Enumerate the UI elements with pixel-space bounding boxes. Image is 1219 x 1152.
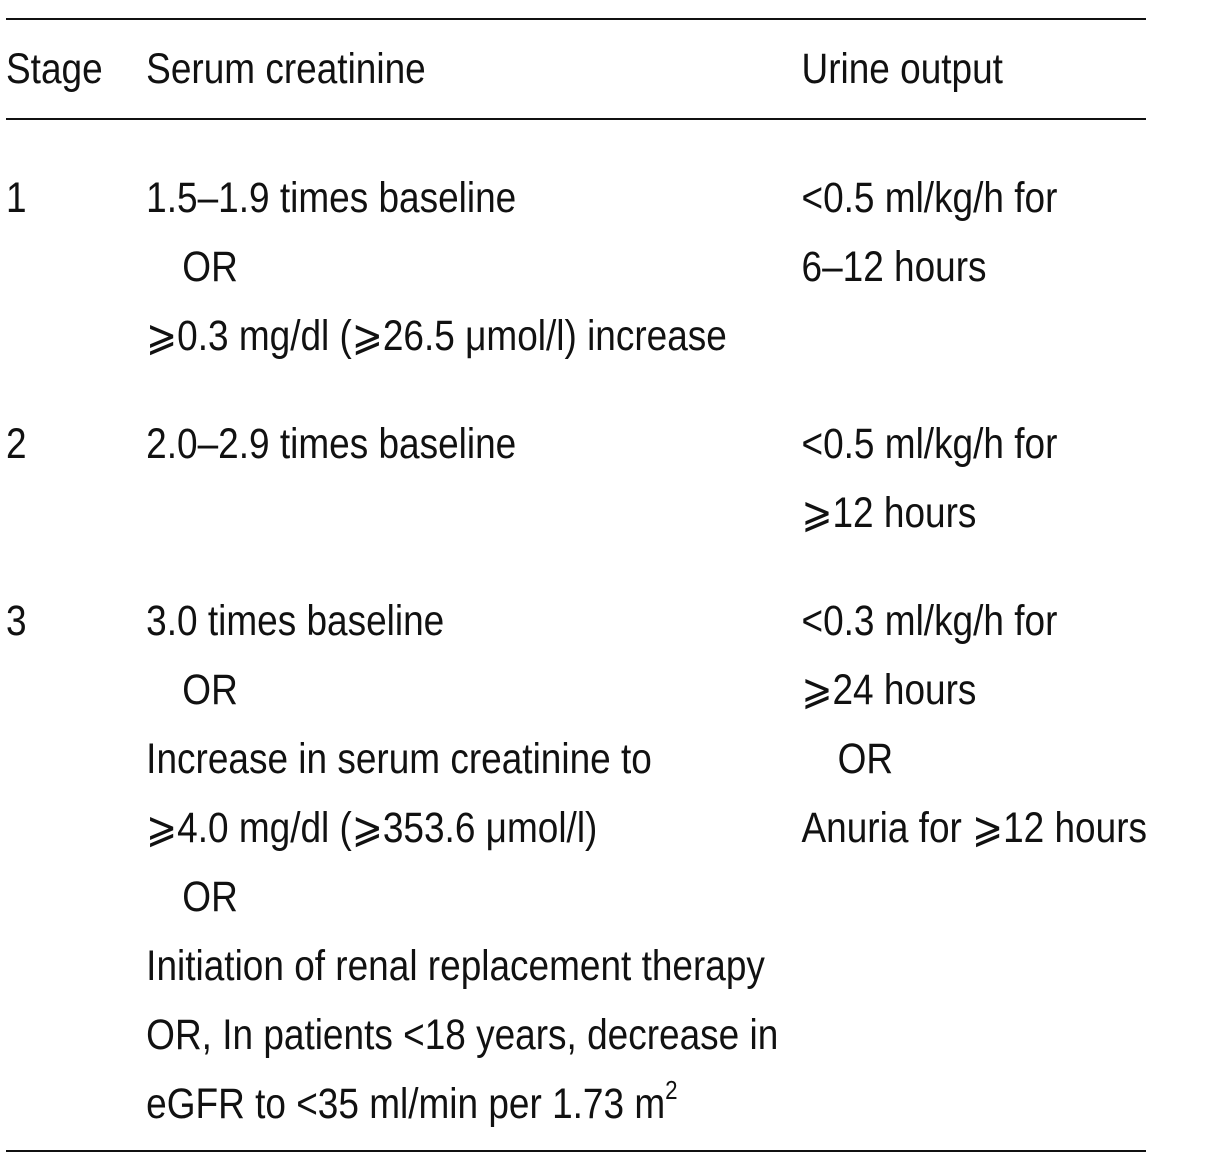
squared-superscript: 2	[665, 1074, 678, 1105]
criterion-text: ⩾12 hours	[801, 489, 977, 537]
or-connector: OR	[837, 735, 894, 783]
criterion-text: Initiation of renal replacement therapy	[146, 942, 765, 990]
urine-output-cell: <0.3 ml/kg/h for ⩾24 hours OR Anuria for…	[802, 587, 1148, 863]
kdigo-aki-staging-table: Stage Serum creatinine Urine output 1 1.…	[6, 18, 1148, 1152]
serum-creatinine-cell: 2.0–2.9 times baseline	[146, 410, 801, 479]
criterion-text: 1.5–1.9 times baseline	[146, 174, 517, 222]
stage-cell: 2	[6, 420, 27, 468]
serum-creatinine-cell: 3.0 times baseline OR Increase in serum …	[146, 587, 801, 1139]
stage-cell: 1	[6, 174, 27, 222]
table-header-row: Stage Serum creatinine Urine output	[6, 20, 1146, 118]
criterion-text: Anuria for ⩾12 hours	[801, 804, 1148, 852]
criterion-text: ⩾0.3 mg/dl (⩾26.5 μmol/l) increase	[146, 312, 727, 360]
or-connector: OR	[182, 666, 238, 714]
criterion-text: eGFR to <35 ml/min per 1.73 m2	[146, 1070, 801, 1139]
criterion-text: Increase in serum creatinine to	[146, 735, 652, 783]
urine-output-cell: <0.5 ml/kg/h for ⩾12 hours	[802, 410, 1147, 548]
header-rule	[6, 118, 1146, 120]
or-connector: OR	[182, 873, 238, 921]
criterion-text: <0.5 ml/kg/h for	[801, 420, 1058, 468]
header-serum-creatinine: Serum creatinine	[146, 44, 426, 93]
stage-cell: 3	[6, 597, 27, 645]
table-row-stage-1: 1 1.5–1.9 times baseline OR ⩾0.3 mg/dl (…	[6, 164, 1146, 410]
criterion-text: ⩾24 hours	[801, 666, 977, 714]
criterion-text: <0.5 ml/kg/h for	[801, 174, 1058, 222]
urine-output-cell: <0.5 ml/kg/h for 6–12 hours	[802, 164, 1147, 302]
top-rule	[6, 18, 1146, 20]
table-row-stage-3: 3 3.0 times baseline OR Increase in seru…	[6, 587, 1148, 1150]
table-row-stage-2: 2 2.0–2.9 times baseline <0.5 ml/kg/h fo…	[6, 410, 1146, 587]
header-urine-output: Urine output	[801, 44, 1003, 93]
criterion-text: <0.3 ml/kg/h for	[801, 597, 1058, 645]
criterion-text: 2.0–2.9 times baseline	[146, 420, 517, 468]
criterion-text: OR, In patients <18 years, decrease in	[146, 1011, 779, 1059]
criterion-text: ⩾4.0 mg/dl (⩾353.6 μmol/l)	[146, 804, 598, 852]
table-body: 1 1.5–1.9 times baseline OR ⩾0.3 mg/dl (…	[6, 120, 1148, 1150]
header-stage: Stage	[6, 44, 103, 93]
criterion-text: 6–12 hours	[801, 243, 987, 291]
egfr-criterion-text: eGFR to <35 ml/min per 1.73 m	[146, 1080, 666, 1128]
criterion-text: 3.0 times baseline	[146, 597, 445, 645]
serum-creatinine-cell: 1.5–1.9 times baseline OR ⩾0.3 mg/dl (⩾2…	[146, 164, 801, 371]
or-connector: OR	[182, 243, 238, 291]
